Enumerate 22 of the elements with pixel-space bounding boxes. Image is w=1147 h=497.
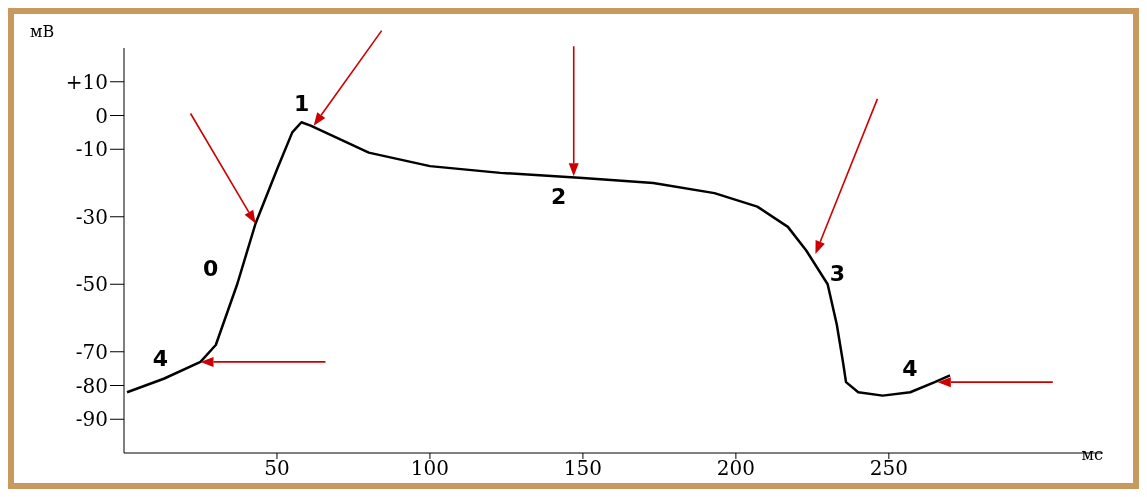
x-tick-label: 150 <box>563 456 602 481</box>
y-tick-label: -70 <box>75 339 108 364</box>
annotation: 3 <box>829 261 846 287</box>
y-tick-label: 0 <box>95 103 108 128</box>
x-tick-label: 50 <box>264 456 290 481</box>
line-series <box>125 121 952 397</box>
x-axis-title: мс <box>1081 444 1104 464</box>
y-axis-title: мВ <box>30 22 55 42</box>
y-tick-label: -10 <box>75 137 108 162</box>
y-tick-label: +10 <box>65 69 108 94</box>
annotation: 4 <box>902 355 918 381</box>
y-tick-label: -50 <box>75 272 108 297</box>
y-tick-label: -80 <box>75 373 108 398</box>
y-tick-label: -30 <box>75 204 108 229</box>
x-tick-label: 200 <box>716 456 755 481</box>
annotation: 2 <box>551 183 567 209</box>
x-tick-label: 250 <box>869 456 908 481</box>
x-tick-label: 100 <box>410 456 450 481</box>
annotation: 0 <box>202 256 219 281</box>
annotation: 4 <box>152 346 169 372</box>
annotation: 1 <box>294 91 310 117</box>
y-tick-label: -90 <box>75 407 108 432</box>
